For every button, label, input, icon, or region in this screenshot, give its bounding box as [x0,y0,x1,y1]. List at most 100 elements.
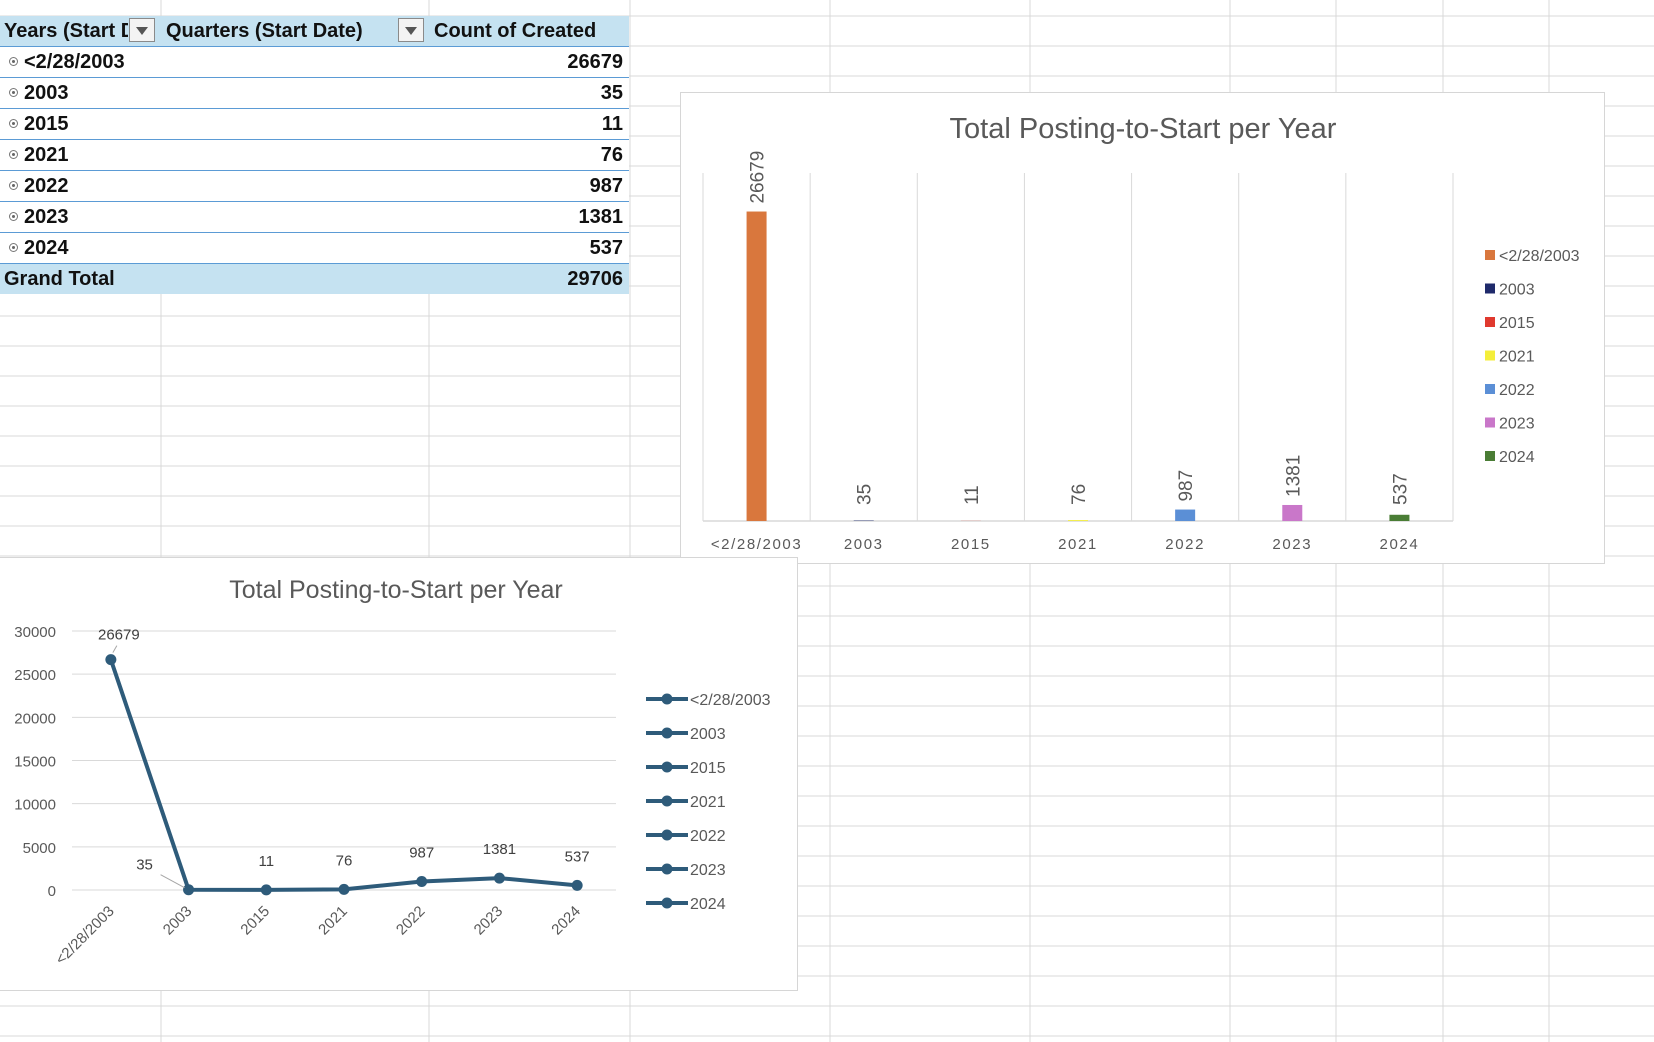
bar-legend-swatch [1485,250,1495,260]
pivot-row[interactable]: <2/28/2003 26679 [0,47,629,78]
pivot-header-row: Years (Start Date) Quarters (Start Date)… [0,16,629,47]
bar-x-tick-label: 2024 [1380,536,1420,553]
line-legend-marker [661,761,673,773]
bar-legend-label[interactable]: 2022 [1499,382,1535,399]
bar-x-tick-label: 2023 [1272,536,1312,553]
row-label: 2022 [24,175,69,197]
bar-legend-label[interactable]: 2003 [1499,282,1535,299]
line-x-tick-label: 2015 [237,903,273,939]
quarters-column-header: Quarters (Start Date) [166,20,363,42]
line-legend-label[interactable]: 2024 [690,896,726,913]
bar-legend-label[interactable]: 2023 [1499,416,1535,433]
pivot-row[interactable]: 2015 11 [0,109,629,140]
line-data-label: 537 [565,848,590,865]
row-value: 26679 [567,51,623,73]
line-chart-svg: Total Posting-to-Start per Year 30000 2500… [14,576,771,968]
bar-legend-label[interactable]: <2/28/2003 [1499,248,1580,265]
grand-total-label: Grand Total [4,268,115,290]
bar-x-tick-label: 2022 [1165,536,1205,553]
count-column-header: Count of Created [434,20,597,42]
bar-x-tick-label: <2/28/2003 [711,536,803,553]
bar-legend-label[interactable]: 2021 [1499,349,1535,366]
row-label: 2023 [24,206,69,228]
line-point[interactable] [183,884,195,896]
bar-legend-swatch [1485,451,1495,461]
bar-5[interactable] [1282,504,1303,521]
line-point[interactable] [260,884,272,896]
pivot-row[interactable]: 2021 76 [0,140,629,171]
bar-3[interactable] [1068,520,1088,521]
bar-chart-title: Total Posting-to-Start per Year [950,113,1337,145]
bar-6[interactable] [1389,514,1410,521]
quarters-filter-dropdown-icon[interactable] [398,18,424,42]
row-value: 537 [589,237,623,259]
line-legend-label[interactable]: <2/28/2003 [690,692,771,709]
line-legend-marker [661,829,673,841]
bar-x-tick-label: 2003 [844,536,884,553]
pivot-row[interactable]: 2022 987 [0,171,629,202]
expand-icon[interactable] [9,243,18,252]
pivot-row[interactable]: 2024 537 [0,233,629,264]
row-label: <2/28/2003 [24,51,125,73]
row-value: 11 [601,113,623,135]
line-legend-label[interactable]: 2021 [690,794,726,811]
bar-x-tick-label: 2015 [951,536,991,553]
bar-legend-swatch [1485,317,1495,327]
bar-data-label: 35 [855,484,876,505]
bar-data-label: 1381 [1283,455,1304,497]
bar-legend-swatch [1485,417,1495,428]
expand-icon[interactable] [9,212,18,221]
line-legend-label[interactable]: 2015 [690,760,726,777]
line-point[interactable] [571,879,583,891]
pivot-row[interactable]: 2023 1381 [0,202,629,233]
line-legend-label[interactable]: 2022 [690,828,726,845]
line-point[interactable] [105,654,117,666]
line-point[interactable] [338,883,350,895]
line-label-leader [112,645,118,653]
line-x-tick-label: <2/28/2003 [52,903,117,968]
years-filter-dropdown-icon[interactable] [129,18,155,42]
line-legend-marker [661,897,673,909]
line-y-tick-label: 10000 [14,797,56,814]
bar-legend-label[interactable]: 2015 [1499,315,1535,332]
bar-data-label: 26679 [748,151,769,204]
line-x-tick-label: 2021 [315,903,351,939]
bar-legend-label[interactable]: 2024 [1499,449,1535,466]
line-y-tick-label: 0 [48,883,56,900]
line-x-tick-label: 2003 [160,903,196,939]
line-data-label: 987 [409,844,434,861]
row-label: 2003 [24,82,69,104]
expand-icon[interactable] [9,88,18,97]
row-label: 2024 [24,237,69,259]
pivot-row[interactable]: 2003 35 [0,78,629,109]
line-legend-label[interactable]: 2023 [690,862,726,879]
bar-legend-swatch [1485,350,1495,361]
line-chart[interactable]: Total Posting-to-Start per Year 30000 2500… [0,557,798,991]
expand-icon[interactable] [9,150,18,159]
line-data-label: 11 [258,853,274,870]
bar-data-label: 987 [1176,470,1197,502]
grand-total-row[interactable]: Grand Total 29706 [0,264,629,294]
line-point[interactable] [416,875,428,887]
bar-4[interactable] [1175,509,1196,521]
bar-data-label: 11 [962,485,983,505]
line-point[interactable] [493,872,505,884]
line-legend-marker [661,693,673,705]
line-legend-marker [661,795,673,807]
expand-icon[interactable] [9,57,18,66]
line-chart-title: Total Posting-to-Start per Year [229,576,563,604]
bar-chart-svg: Total Posting-to-Start per Year 26679 <2/2… [702,113,1580,553]
bar-x-tick-label: 2021 [1058,536,1098,553]
bar-chart[interactable]: Total Posting-to-Start per Year 26679 <2/2… [680,92,1605,564]
expand-icon[interactable] [9,119,18,128]
bar-0[interactable] [746,211,767,521]
row-label: 2015 [24,113,69,135]
line-legend-label[interactable]: 2003 [690,726,726,743]
bar-legend-swatch [1485,384,1495,394]
row-value: 76 [600,144,623,166]
line-y-tick-label: 15000 [14,754,56,771]
row-value: 1381 [578,206,624,228]
line-data-label: 1381 [483,841,516,858]
expand-icon[interactable] [9,181,18,190]
line-legend-marker [661,727,673,739]
